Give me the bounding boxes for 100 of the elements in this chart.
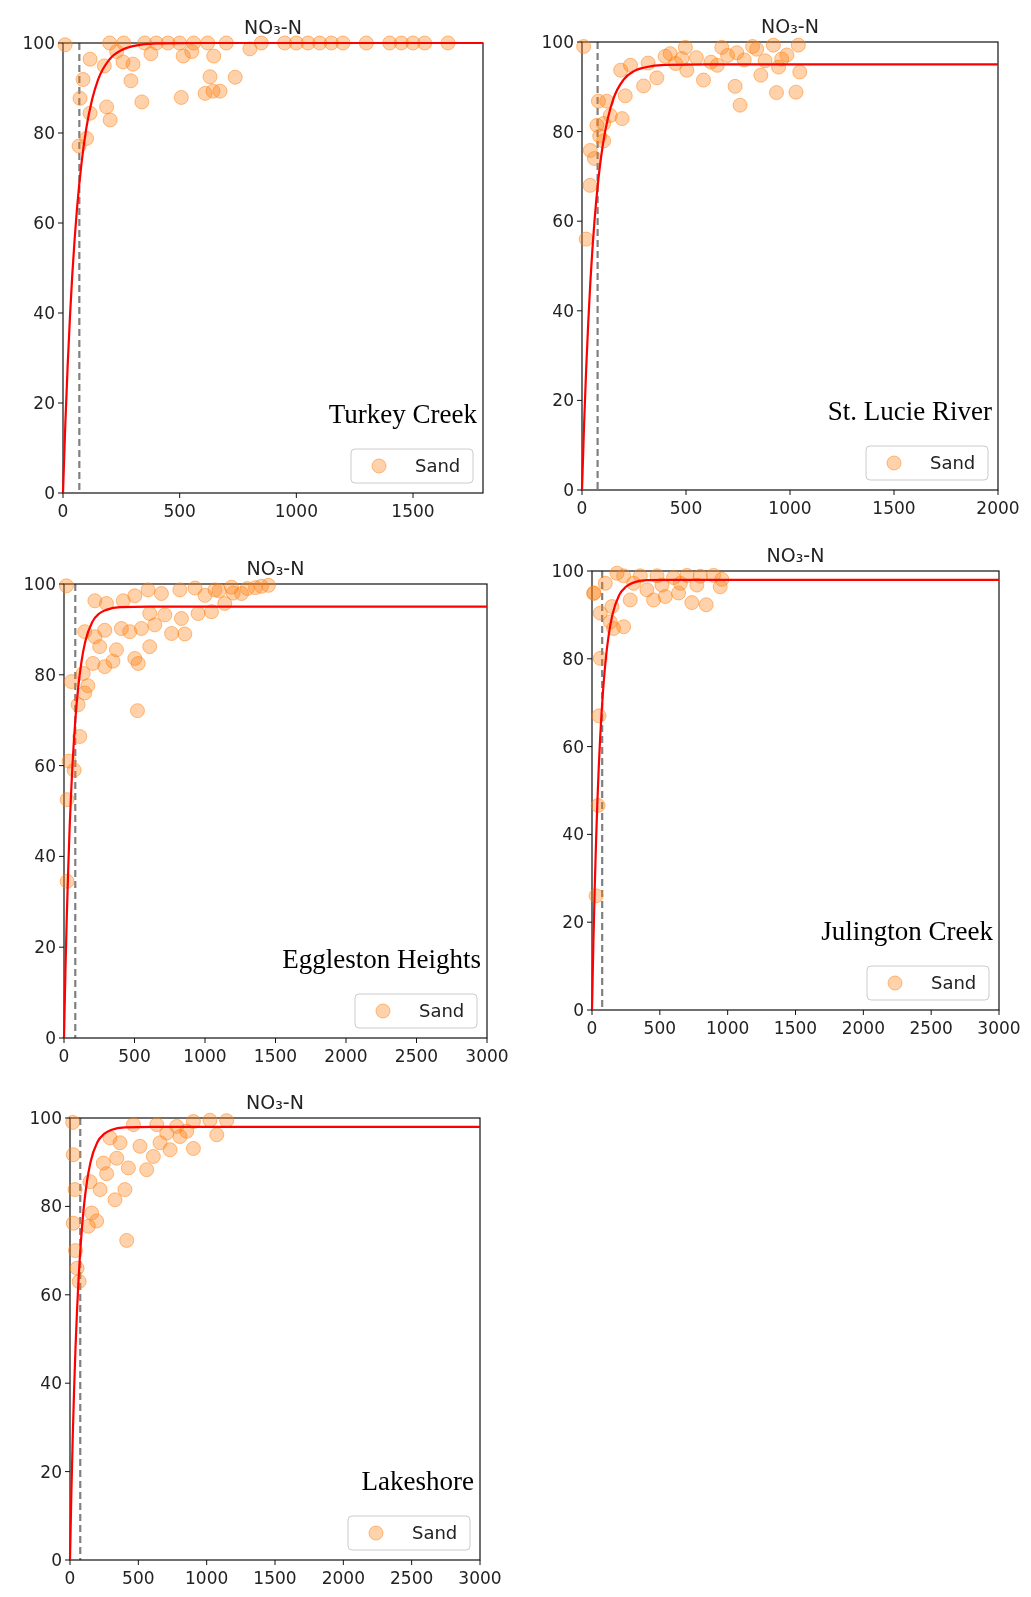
point [162, 1142, 178, 1158]
point [65, 1215, 81, 1231]
point [592, 650, 608, 666]
point [586, 150, 602, 166]
x-tick-label: 0 [64, 1568, 76, 1588]
point [576, 38, 592, 54]
legend-label: Sand [415, 455, 461, 476]
point [65, 1114, 81, 1130]
point [140, 582, 156, 598]
x-tick-label: 2500 [394, 1046, 439, 1066]
y-tick-label: 0 [51, 1550, 62, 1570]
x-tick-label: 3000 [977, 1018, 1021, 1038]
point [77, 685, 93, 701]
point [765, 37, 781, 53]
point [80, 1218, 96, 1234]
x-tick-label: 1000 [706, 1018, 750, 1038]
point [177, 626, 193, 642]
annotation: Eggleston Heights [282, 944, 481, 974]
chart-title: NO₃-N [246, 557, 305, 579]
point [636, 78, 652, 94]
x-tick-label: 1500 [872, 498, 916, 518]
point [202, 69, 218, 85]
point [211, 583, 227, 599]
x-tick-label: 2000 [841, 1018, 885, 1038]
point [117, 1182, 133, 1198]
x-tick-label: 1500 [391, 501, 435, 521]
annotation: Julington Creek [821, 916, 994, 946]
y-tick-label: 20 [33, 393, 55, 413]
point [727, 78, 743, 94]
x-tick-label: 2000 [324, 1046, 368, 1066]
point [119, 1232, 135, 1248]
point [99, 1166, 115, 1182]
y-tick-label: 40 [34, 846, 56, 867]
point [190, 606, 206, 622]
x-tick-label: 500 [118, 1046, 151, 1066]
chart-title: NO₃-N [244, 16, 302, 38]
point [87, 593, 103, 609]
point [597, 575, 613, 591]
x-tick-label: 500 [122, 1568, 155, 1588]
point [197, 587, 213, 603]
x-tick-label: 2500 [390, 1568, 434, 1588]
point [67, 1182, 83, 1198]
point [133, 620, 149, 636]
point [173, 611, 189, 626]
y-tick-label: 60 [40, 1284, 62, 1305]
x-tick-label: 1000 [183, 1046, 227, 1066]
point [753, 67, 769, 83]
point [187, 580, 203, 596]
point [202, 1112, 218, 1128]
point [677, 39, 693, 55]
legend-label: Sand [419, 1000, 465, 1021]
point [112, 1135, 128, 1151]
point [698, 597, 714, 613]
point [684, 595, 700, 611]
annotation: St. Lucie River [827, 396, 992, 426]
y-tick-label: 80 [552, 121, 574, 142]
y-tick-label: 40 [40, 1373, 62, 1394]
x-tick-label: 2000 [976, 498, 1020, 518]
point [790, 37, 806, 53]
point [63, 674, 79, 690]
point [646, 592, 662, 608]
y-tick-label: 0 [573, 1000, 584, 1020]
point [212, 83, 228, 99]
point [75, 71, 91, 87]
chart-title: NO₃-N [246, 1091, 304, 1113]
point [92, 1182, 108, 1198]
point [130, 655, 146, 671]
point [147, 617, 163, 633]
y-tick-label: 40 [33, 303, 55, 323]
point [113, 620, 129, 636]
y-tick-label: 100 [23, 574, 56, 594]
point [109, 1150, 125, 1166]
point [209, 1127, 225, 1143]
point [649, 70, 665, 86]
point [732, 97, 748, 113]
y-tick-label: 20 [40, 1461, 62, 1482]
chart-title: NO₃-N [761, 15, 819, 37]
point [657, 48, 673, 64]
point [227, 69, 243, 85]
point [132, 1138, 148, 1154]
point [134, 94, 150, 110]
point [253, 578, 269, 594]
x-tick-label: 1500 [253, 1046, 298, 1066]
y-tick-label: 40 [552, 300, 574, 321]
chart-title: NO₃-N [766, 544, 825, 566]
point [592, 605, 608, 621]
x-tick-label: 3000 [458, 1568, 502, 1588]
point [142, 639, 158, 655]
point [185, 1141, 201, 1156]
point [120, 1160, 136, 1176]
point [99, 99, 115, 115]
point [65, 1147, 81, 1163]
legend-label: Sand [412, 1522, 458, 1543]
y-tick-label: 20 [34, 937, 56, 958]
point [590, 93, 606, 109]
point [695, 72, 711, 88]
y-tick-label: 80 [562, 648, 584, 669]
point [173, 89, 189, 105]
y-tick-label: 60 [33, 213, 55, 233]
point [617, 88, 633, 104]
